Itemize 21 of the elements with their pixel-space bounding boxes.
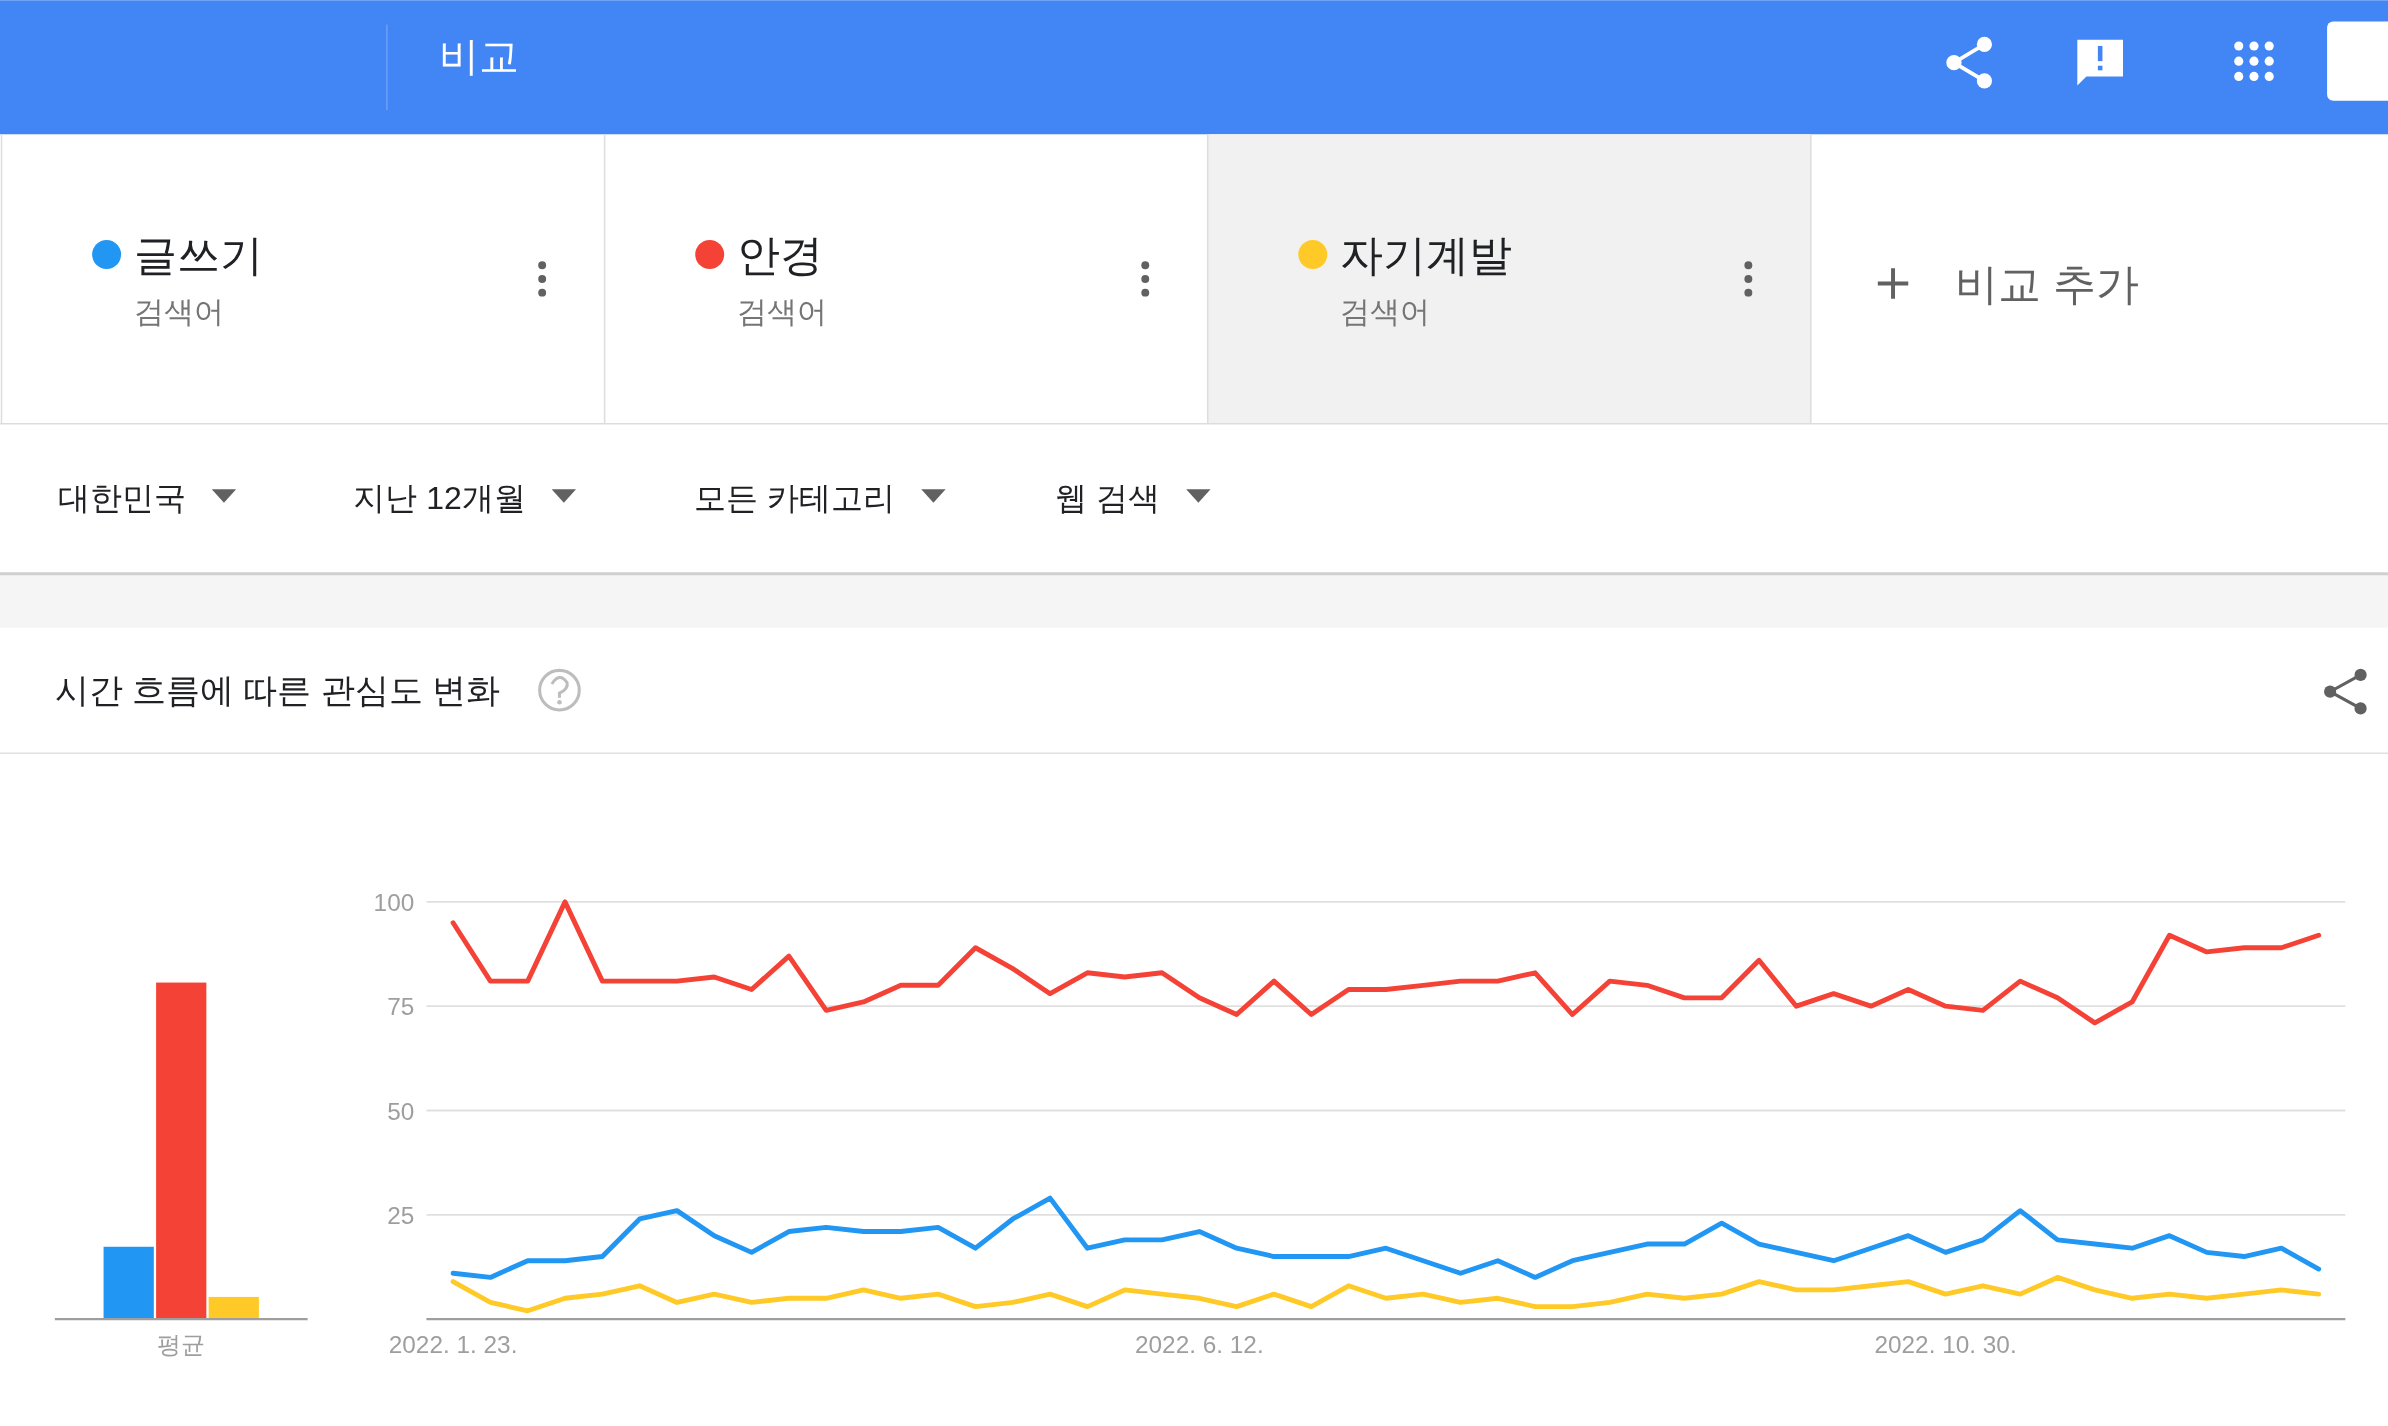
text: 모든 카테고리 <box>694 479 896 516</box>
text: 검색어 <box>737 293 828 328</box>
legend-label: 자기계발 <box>1340 230 1513 279</box>
text: 웹 검색 <box>1055 479 1161 516</box>
text: 지난 12개월 <box>353 479 526 516</box>
legend-label: 글쓰기 <box>134 230 264 279</box>
text: 비교 추가 <box>1955 259 2140 308</box>
text: 대한민국 <box>57 479 186 516</box>
x-tick-label: 2022. 6. 12. <box>1134 1330 1264 1358</box>
legend-label: 안경 <box>737 230 824 279</box>
y-tick-label: 50 <box>387 1097 415 1125</box>
y-tick-label: 25 <box>387 1201 415 1229</box>
x-tick-label: 2022. 1. 23. <box>388 1330 518 1358</box>
chart-title: 시간 흐름에 따른 관심도 변화 <box>54 672 501 710</box>
x-tick-label: 평균 <box>157 1330 206 1358</box>
x-tick-label: 2022. 10. 30. <box>1874 1330 2017 1358</box>
text: 검색어 <box>1340 293 1431 328</box>
text: 비교 <box>438 34 519 79</box>
y-tick-label: 100 <box>373 888 415 916</box>
text: 검색어 <box>134 293 225 328</box>
y-tick-label: 75 <box>387 993 415 1021</box>
